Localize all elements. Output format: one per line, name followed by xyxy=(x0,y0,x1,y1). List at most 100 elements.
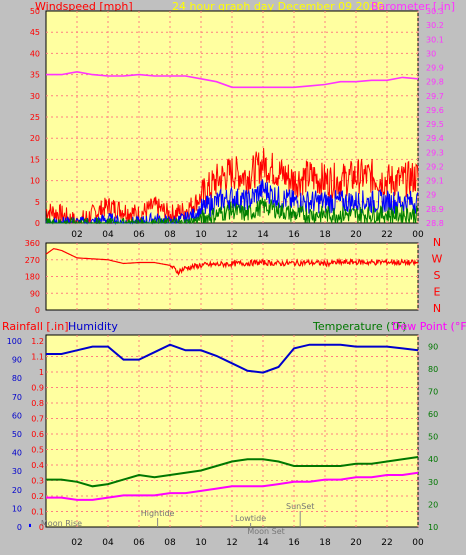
barometer-axis-tick: 28.9 xyxy=(426,205,444,214)
humidity-axis-tick: 70 xyxy=(12,393,22,402)
wind-axis-tick: 10 xyxy=(30,177,40,186)
wind-direction-line xyxy=(45,247,419,276)
barometer-line xyxy=(46,70,419,89)
barometer-axis-tick: 29 xyxy=(426,191,436,200)
barometer-axis-tick: 30.3 xyxy=(426,7,444,16)
compass-label: S xyxy=(434,269,441,282)
time-tick-label: 12 xyxy=(226,230,237,240)
time-tick-label: 20 xyxy=(350,538,362,548)
wind-series-line xyxy=(46,197,419,225)
astro-label: Lowtide xyxy=(235,514,266,523)
time-tick-label: 04 xyxy=(102,538,114,548)
date-title: 24 hour graph day December 09 2020 xyxy=(172,0,384,13)
temperature-title: Temperature (°F) xyxy=(312,320,407,333)
wind-axis-tick: 30 xyxy=(30,92,40,101)
humidity-axis-tick: 90 xyxy=(12,356,22,365)
wind-axis-tick: 20 xyxy=(30,134,40,143)
barometer-axis-tick: 30.2 xyxy=(426,21,444,30)
rainfall-axis-tick: 1.1 xyxy=(31,353,44,362)
temp-plot-ticks: 10090807060504030201001.21.110.90.80.70.… xyxy=(7,337,438,548)
rainfall-axis-tick: 0.5 xyxy=(31,446,44,455)
time-tick-label: 14 xyxy=(257,230,269,240)
wind-axis-tick: 15 xyxy=(30,155,40,164)
wind-axis-tick: 40 xyxy=(30,49,40,58)
barometer-axis-tick: 29.1 xyxy=(426,177,444,186)
time-tick-label: 18 xyxy=(319,230,331,240)
time-tick-label: 22 xyxy=(381,230,392,240)
dew-point-line xyxy=(46,471,419,501)
astro-label: SunSet xyxy=(286,502,314,511)
direction-axis-tick: 90 xyxy=(30,289,40,298)
humidity-axis-tick: 40 xyxy=(12,449,22,458)
astro-label: Moon Set xyxy=(247,527,284,536)
wind-axis-tick: 0 xyxy=(35,219,40,228)
rainfall-axis-tick: 0.8 xyxy=(31,399,44,408)
rainfall-title: Rainfall [.in] xyxy=(2,320,69,333)
barometer-axis-tick: 29.8 xyxy=(426,78,444,87)
humidity-axis-tick: 60 xyxy=(12,411,22,420)
astro-events: Moon Rise Hightide Lowtide Moon Set SunSet xyxy=(41,502,314,536)
time-tick-label: 16 xyxy=(288,538,300,548)
time-tick-label: 06 xyxy=(133,230,145,240)
windspeed-title: Windspeed [mph] xyxy=(35,0,133,13)
barometer-axis-tick: 29.7 xyxy=(426,92,444,101)
temp-plot-series xyxy=(29,343,419,527)
humidity-line xyxy=(46,343,419,374)
temperature-axis-tick: 80 xyxy=(428,365,438,374)
time-tick-label: 14 xyxy=(257,538,269,548)
wind-axis-tick: 5 xyxy=(35,198,40,207)
wind-axis-tick: 35 xyxy=(30,71,40,80)
barometer-axis-tick: 29.4 xyxy=(426,134,444,143)
compass-label: W xyxy=(432,253,443,266)
rainfall-axis-tick: 0.2 xyxy=(31,492,44,501)
time-tick-label: 00 xyxy=(412,230,424,240)
wind-axis-tick: 25 xyxy=(30,113,40,122)
astro-label: Hightide xyxy=(141,509,175,518)
compass-label: N xyxy=(433,236,441,249)
humidity-axis-tick: 0 xyxy=(17,523,22,532)
barometer-axis-tick: 29.9 xyxy=(426,64,444,73)
temperature-axis-tick: 10 xyxy=(428,523,438,532)
humidity-axis-tick: 80 xyxy=(12,374,22,383)
humidity-axis-tick: 20 xyxy=(12,486,22,495)
rainfall-axis-tick: 1.2 xyxy=(31,337,44,346)
barometer-axis-tick: 29.3 xyxy=(426,148,444,157)
time-tick-label: 02 xyxy=(71,230,82,240)
compass-label: E xyxy=(434,286,441,299)
temp-plot-grid xyxy=(46,335,419,527)
barometer-title: Barometer [.in] xyxy=(371,0,455,13)
temperature-axis-tick: 70 xyxy=(428,387,438,396)
time-tick-label: 18 xyxy=(319,538,331,548)
wind-plot-series xyxy=(45,70,419,225)
time-tick-label: 16 xyxy=(288,230,300,240)
barometer-axis-tick: 28.8 xyxy=(426,219,444,228)
time-tick-label: 22 xyxy=(381,538,392,548)
rainfall-axis-tick: 0.4 xyxy=(31,461,44,470)
barometer-axis-tick: 29.6 xyxy=(426,106,444,115)
rainfall-axis-tick: 1 xyxy=(39,368,44,377)
time-tick-label: 12 xyxy=(226,538,237,548)
temperature-axis-tick: 60 xyxy=(428,410,438,419)
temperature-axis-tick: 20 xyxy=(428,500,438,509)
barometer-axis-tick: 29.2 xyxy=(426,162,444,171)
rainfall-axis-tick: 0 xyxy=(39,523,44,532)
time-tick-label: 10 xyxy=(195,538,207,548)
time-tick-label: 02 xyxy=(71,538,82,548)
rainfall-axis-tick: 0.9 xyxy=(31,384,44,393)
barometer-axis-tick: 29.5 xyxy=(426,120,444,129)
time-tick-label: 06 xyxy=(133,538,145,548)
rainfall-axis-tick: 0.6 xyxy=(31,430,44,439)
humidity-axis-tick: 10 xyxy=(12,504,22,513)
temperature-axis-tick: 40 xyxy=(428,455,438,464)
time-tick-label: 08 xyxy=(164,538,176,548)
time-tick-label: 00 xyxy=(412,538,424,548)
rainfall-axis-tick: 0.1 xyxy=(31,508,44,517)
time-tick-label: 20 xyxy=(350,230,362,240)
rainfall-axis-tick: 0.3 xyxy=(31,477,44,486)
time-tick-label: 10 xyxy=(195,230,207,240)
temperature-axis-tick: 90 xyxy=(428,342,438,351)
barometer-axis-tick: 30 xyxy=(426,49,436,58)
compass-label: N xyxy=(433,302,441,315)
